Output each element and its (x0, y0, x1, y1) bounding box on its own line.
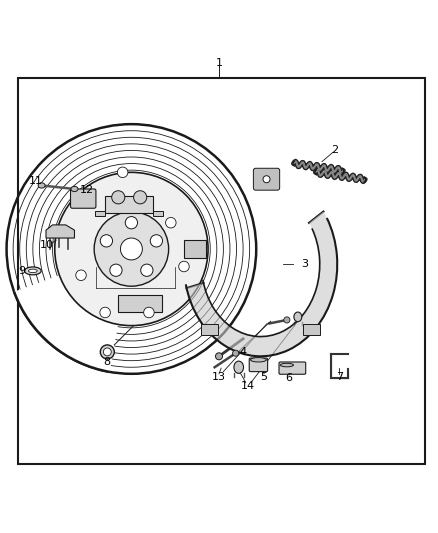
Polygon shape (118, 295, 162, 312)
Text: 2: 2 (332, 146, 339, 156)
Circle shape (76, 270, 86, 280)
Circle shape (100, 235, 113, 247)
Text: 13: 13 (212, 372, 226, 382)
FancyBboxPatch shape (201, 324, 218, 335)
Text: 7: 7 (336, 372, 343, 382)
Ellipse shape (25, 267, 41, 275)
Polygon shape (46, 225, 74, 238)
Circle shape (117, 167, 128, 177)
Text: 12: 12 (80, 185, 94, 195)
Polygon shape (187, 212, 337, 356)
FancyBboxPatch shape (105, 197, 153, 213)
Circle shape (100, 307, 110, 318)
Circle shape (134, 191, 147, 204)
Text: 3: 3 (301, 260, 308, 269)
Circle shape (103, 348, 111, 356)
FancyBboxPatch shape (249, 358, 268, 372)
Circle shape (94, 212, 169, 286)
Text: 8: 8 (104, 357, 111, 367)
Circle shape (179, 261, 189, 272)
Text: 6: 6 (286, 373, 293, 383)
Ellipse shape (71, 187, 78, 191)
Circle shape (233, 350, 239, 356)
Ellipse shape (251, 358, 266, 362)
Circle shape (110, 264, 122, 277)
Text: 11: 11 (29, 176, 43, 186)
Text: 1: 1 (215, 58, 223, 68)
Circle shape (120, 238, 142, 260)
Ellipse shape (28, 269, 37, 273)
Circle shape (215, 353, 223, 360)
Bar (95, 211, 105, 216)
FancyBboxPatch shape (71, 189, 96, 208)
Circle shape (284, 317, 290, 323)
Ellipse shape (280, 364, 293, 367)
Text: 14: 14 (240, 381, 254, 391)
Circle shape (141, 264, 153, 277)
Text: 10: 10 (40, 240, 54, 251)
FancyBboxPatch shape (279, 362, 306, 374)
Circle shape (55, 172, 208, 326)
Ellipse shape (38, 183, 45, 188)
Circle shape (112, 191, 125, 204)
Text: 9: 9 (18, 266, 25, 276)
Circle shape (263, 176, 270, 183)
Circle shape (166, 217, 176, 228)
Circle shape (150, 235, 162, 247)
Bar (153, 211, 163, 216)
Circle shape (144, 307, 154, 318)
Text: 5: 5 (261, 372, 268, 382)
Ellipse shape (294, 312, 302, 322)
FancyBboxPatch shape (303, 324, 321, 335)
Text: 4: 4 (240, 347, 247, 357)
FancyBboxPatch shape (254, 168, 280, 190)
Bar (18, 78, 425, 464)
Circle shape (100, 345, 114, 359)
Ellipse shape (234, 361, 244, 374)
Polygon shape (184, 240, 206, 258)
Circle shape (125, 216, 138, 229)
Wedge shape (14, 249, 131, 372)
